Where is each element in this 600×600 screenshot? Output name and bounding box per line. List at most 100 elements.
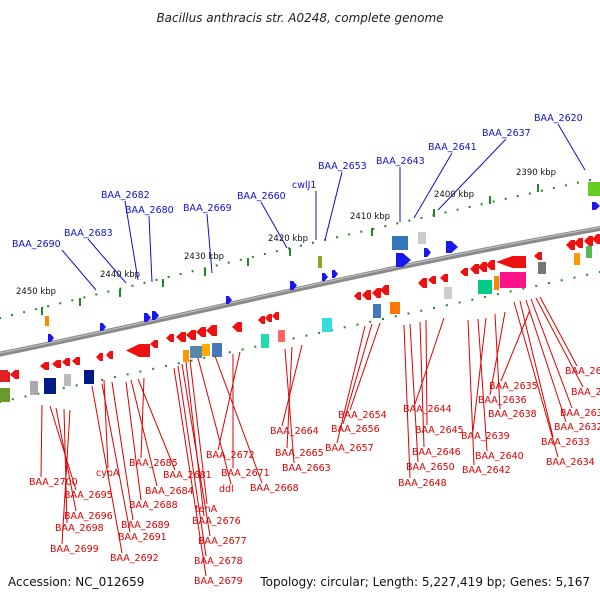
leader-line: [414, 317, 445, 405]
scale-dot: [167, 276, 170, 279]
leader-line: [419, 321, 425, 448]
gene-arrow: [196, 327, 206, 337]
scale-tick: [119, 289, 121, 297]
scale-dot: [0, 317, 1, 319]
leader-line: [214, 355, 263, 484]
leader-line: [177, 365, 207, 557]
leader-line: [197, 357, 232, 485]
gene-arrow: [72, 357, 80, 365]
gene-arrow: [226, 296, 232, 304]
scale-dot: [360, 230, 363, 233]
gene-label-reverse: BAA_2688: [129, 500, 178, 511]
gene-label-reverse: BAA_2664: [270, 426, 319, 437]
leader-line: [472, 317, 487, 432]
scale-tick: [489, 196, 491, 204]
gene-arrow: [446, 241, 458, 253]
leader-line: [61, 409, 71, 545]
map-title: Bacillus anthracis str. A0248, complete …: [156, 11, 443, 25]
scale-dot: [305, 334, 308, 337]
scale-dot: [227, 261, 230, 264]
gene-label-reverse: BAA_2631: [560, 408, 600, 419]
gene-arrow: [62, 358, 70, 366]
gene-label-reverse: BAA_2640: [475, 451, 524, 462]
gene-arrow: [584, 236, 593, 246]
gene-label-reverse: BAA_2665: [275, 448, 324, 459]
leader-line: [55, 407, 77, 512]
gene-box: [0, 388, 10, 402]
leader-line: [63, 408, 68, 524]
gene-box: [373, 304, 381, 318]
scale-dot: [458, 301, 461, 304]
gene-label-reverse: BAA_2656: [331, 424, 380, 435]
gene-arrow: [424, 248, 431, 257]
gene-label-forward: BAA_2690: [12, 239, 61, 250]
scale-dot: [119, 287, 122, 290]
gene-arrow: [362, 290, 371, 300]
gene-arrow: [232, 322, 242, 332]
gene-arrow: [52, 360, 61, 368]
leader-line: [525, 299, 567, 423]
gene-box: [0, 370, 8, 382]
gene-arrow: [176, 332, 186, 342]
gene-arrow: [10, 370, 19, 379]
scale-dot: [522, 287, 525, 290]
scale-dot: [372, 227, 375, 230]
leader-line: [148, 215, 153, 283]
gene-label-reverse: BAA_2672: [206, 450, 255, 461]
gene-label-reverse: BAA_2699: [50, 544, 99, 555]
scale-dot: [408, 219, 411, 222]
scale-label: 2420 kbp: [268, 234, 308, 244]
scale-ticks: [41, 184, 539, 315]
leader-line: [336, 325, 366, 444]
scale-dot: [484, 295, 487, 298]
gene-arrow: [354, 292, 361, 300]
leader-line: [91, 385, 123, 554]
gene-label-forward: BAA_2660: [237, 191, 286, 202]
gene-label-reverse: BAA_2684: [145, 486, 194, 497]
gene-box: [322, 318, 332, 332]
gene-arrow: [290, 281, 297, 290]
gene-box: [261, 334, 269, 348]
gene-arrow: [372, 288, 381, 298]
scale-dot: [407, 312, 410, 315]
leader-line: [557, 123, 586, 171]
gene-box: [418, 232, 426, 244]
gene-label-reverse: BAA_2630: [571, 387, 600, 398]
scale-dot: [318, 331, 321, 334]
scale-dot: [292, 337, 295, 340]
gene-label-forward: BAA_2680: [125, 205, 174, 216]
gene-label-forward: BAA_2682: [101, 190, 150, 201]
gene-box: [212, 343, 222, 357]
scale-dot: [155, 278, 158, 281]
scale-dot: [343, 326, 346, 329]
gene-label-forward: BAA_2643: [376, 156, 425, 167]
leader-line: [40, 404, 43, 478]
scale-tick: [247, 258, 249, 266]
gene-label-reverse: BAA_2700: [29, 477, 78, 488]
gene-box: [202, 344, 210, 356]
gene-box: [500, 272, 526, 288]
gene-label-reverse: BAA_2691: [118, 532, 167, 543]
leader-line: [87, 238, 127, 284]
scale-dot: [143, 281, 146, 284]
gene-arrow: [150, 340, 158, 348]
scale-dot: [83, 296, 86, 299]
gene-box: [478, 280, 492, 294]
genome-backbone: [0, 225, 600, 357]
gene-label-reverse: BAA_2698: [55, 523, 104, 534]
leader-line: [181, 363, 211, 537]
gene-arrow: [496, 256, 526, 268]
scale-dot: [24, 395, 27, 398]
gene-label-forward: cwlJ1: [292, 180, 316, 191]
scale-dot: [547, 282, 550, 285]
gene-arrow: [534, 252, 542, 260]
scale-tick: [371, 228, 373, 236]
gene-arrow: [322, 273, 328, 281]
gene-label-reverse: BAA_2695: [64, 490, 113, 501]
gene-arrow: [106, 351, 113, 359]
gene-arrow: [166, 334, 174, 342]
gene-label-forward: BAA_2683: [64, 228, 113, 239]
scale-dot: [560, 279, 563, 282]
gene-arrow: [566, 240, 575, 250]
leader-line: [185, 361, 205, 517]
